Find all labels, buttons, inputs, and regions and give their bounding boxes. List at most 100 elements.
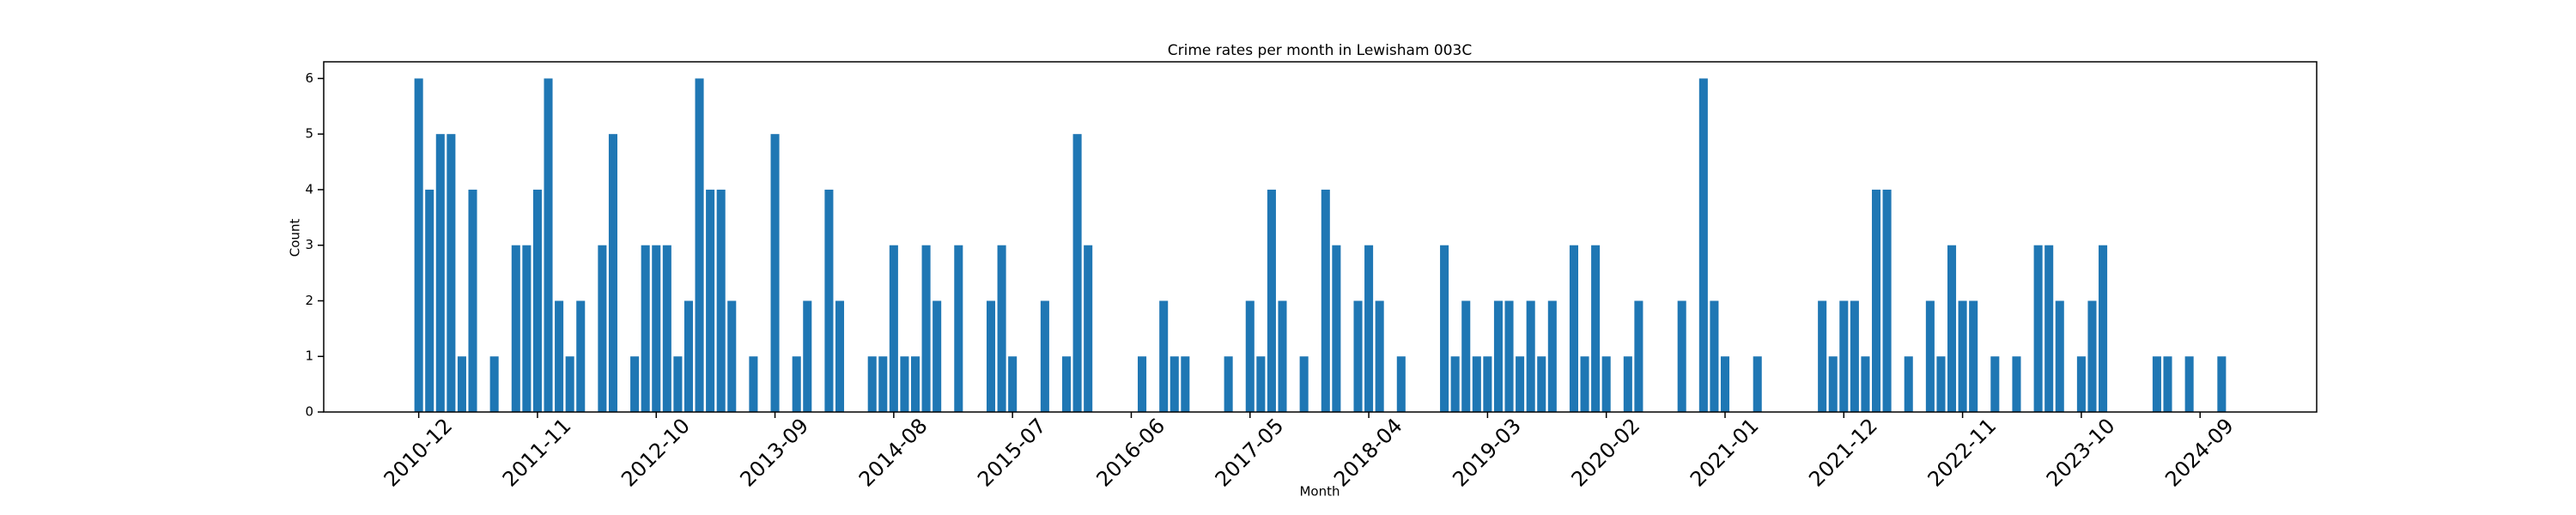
bar [1925,300,1935,412]
bar [824,189,834,412]
chart-title: Crime rates per month in Lewisham 003C [1168,42,1473,59]
bar [1710,300,1719,412]
x-tick-label: 2010-12 [380,414,458,492]
bar [1138,356,1147,412]
bar [933,300,942,412]
bar [1828,356,1838,412]
bar [1504,300,1514,412]
bar [1450,356,1460,412]
bar [954,245,963,412]
bar [1440,245,1449,412]
bar [2012,356,2021,412]
bar [1256,356,1266,412]
bar [770,134,780,412]
bar [1839,300,1849,412]
bar [1698,78,1708,412]
bar [2217,356,2227,412]
bar [2033,245,2043,412]
x-tick-label: 2023-10 [2042,414,2120,492]
bar [1537,356,1546,412]
bar [1871,189,1881,412]
bar [555,300,564,412]
bar [1601,356,1611,412]
bar [1623,356,1632,412]
bar [1472,356,1481,412]
bar [2184,356,2194,412]
bar [1353,300,1363,412]
bar [1332,245,1341,412]
x-tick-label: 2011-11 [498,414,576,492]
x-tick-label: 2014-08 [854,414,933,492]
bar [652,245,661,412]
bar [727,300,737,412]
y-tick-label: 0 [305,404,313,420]
bar [522,245,532,412]
bar [1493,300,1503,412]
bar [1062,356,1072,412]
bar [2076,356,2086,412]
bar [1483,356,1492,412]
x-tick-label: 2016-06 [1091,414,1170,492]
x-axis-label: Month [1299,484,1340,500]
bar [2044,245,2054,412]
bar [2087,300,2097,412]
x-tick-label: 2017-05 [1211,414,1289,492]
bar [1224,356,1233,412]
bar [425,189,434,412]
bar [1753,356,1762,412]
bar [749,356,758,412]
bar [1299,356,1309,412]
bar [706,189,715,412]
bar [792,356,801,412]
y-tick-label: 4 [305,181,313,197]
x-tick-label: 2020-02 [1567,414,1645,492]
bar [1181,356,1190,412]
bar [1861,356,1870,412]
bar [1321,189,1330,412]
bar [878,356,888,412]
x-tick-label: 2021-01 [1686,414,1764,492]
bar [1008,356,1018,412]
y-tick-label: 3 [305,237,313,252]
bar [1159,300,1169,412]
bar [1720,356,1730,412]
bar [598,245,607,412]
bar [803,300,812,412]
bar [1278,300,1287,412]
bar [414,78,423,412]
bar [1904,356,1913,412]
bar [608,134,617,412]
bar [1084,245,1093,412]
x-tick-label: 2013-09 [735,414,813,492]
bar [1375,300,1384,412]
x-tick-label: 2019-03 [1448,414,1526,492]
bar [435,134,445,412]
bar [576,300,586,412]
bar [544,78,553,412]
bar [1958,300,1967,412]
bar [489,356,499,412]
bar [1516,356,1525,412]
bar [1396,356,1406,412]
bar [1547,300,1557,412]
bar [1850,300,1859,412]
bar [1245,300,1255,412]
bar [835,300,845,412]
bar [1818,300,1827,412]
bar [1947,245,1957,412]
bar [641,245,650,412]
bar [1677,300,1686,412]
bar [2152,356,2161,412]
y-tick-label: 5 [305,126,313,142]
bar [1591,245,1601,412]
bar [695,78,704,412]
bar [468,189,477,412]
bar [662,245,671,412]
bar [1170,356,1179,412]
plot-frame [323,61,2318,413]
x-tick-label: 2021-12 [1804,414,1882,492]
bar [2055,300,2064,412]
bar [1040,300,1049,412]
bar [532,189,542,412]
